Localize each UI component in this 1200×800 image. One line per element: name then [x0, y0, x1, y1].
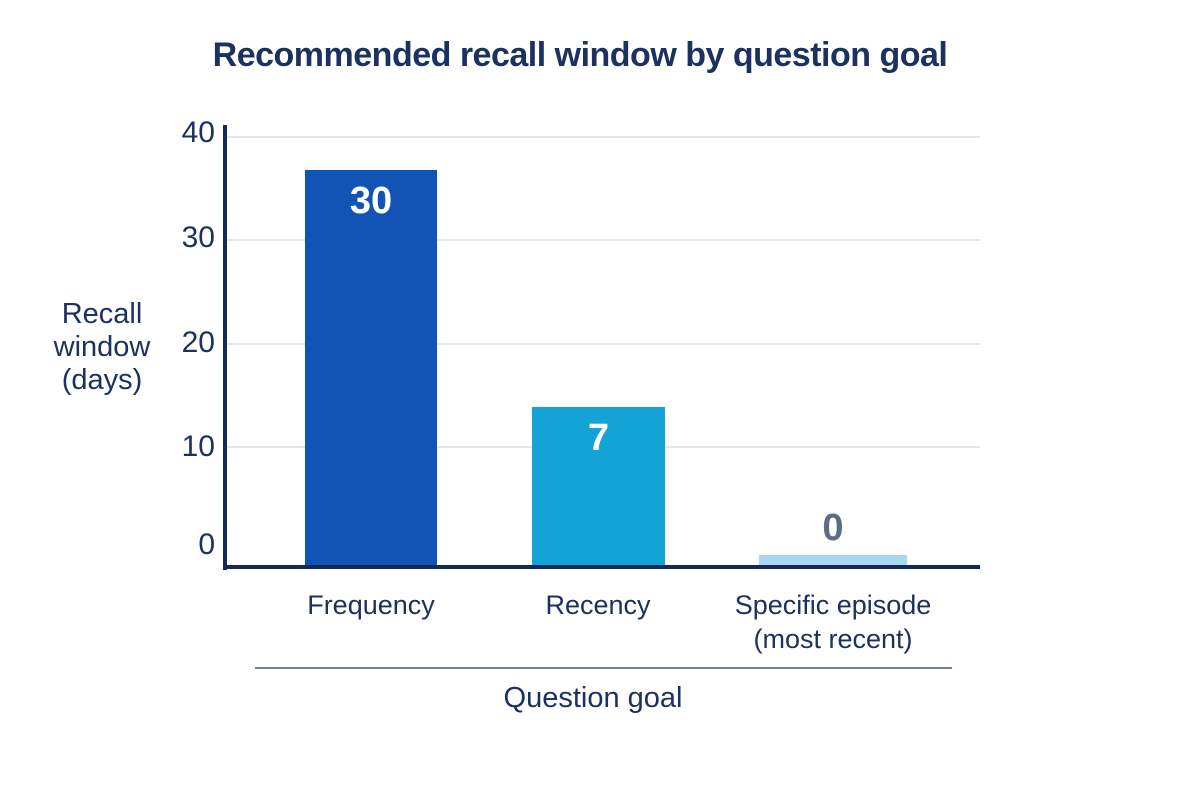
- y-axis-line: [223, 125, 227, 570]
- x-axis-separator-line: [255, 667, 952, 669]
- bar-value-label-recency: 7: [587, 417, 610, 459]
- y-tick-label-0: 0: [198, 528, 215, 561]
- bar-value-label-specific-episode: 0: [822, 507, 844, 549]
- x-category-label-specific-episode-text: Specific episode: [734, 590, 932, 620]
- x-category-label-frequency: Frequency: [261, 588, 481, 622]
- y-tick-label-20: 20: [181, 326, 215, 359]
- bar-frequency: 30: [305, 170, 437, 566]
- y-tick-label-10: 10: [181, 430, 215, 463]
- x-category-label-frequency-text: Frequency: [307, 590, 435, 620]
- x-axis-line: [223, 565, 980, 569]
- plot-area: 30 7 0: [223, 125, 980, 570]
- x-category-label-specific-episode: Specific episode (most recent): [713, 588, 953, 656]
- gridline-30: [227, 239, 980, 241]
- bar-recency: 7: [532, 407, 665, 566]
- y-tick-label-40: 40: [181, 116, 215, 149]
- y-tick-label-30: 30: [181, 221, 215, 254]
- chart-title: Recommended recall window by question go…: [212, 36, 948, 74]
- x-axis-title: Question goal: [503, 682, 683, 714]
- gridline-40: [227, 136, 980, 138]
- y-axis-title: Recall window (days): [53, 298, 151, 396]
- gridline-20: [227, 343, 980, 345]
- bar-value-label-frequency: 30: [349, 180, 393, 222]
- x-category-label-recency-text: Recency: [545, 590, 651, 620]
- bar-specific-episode: 0: [759, 507, 907, 566]
- x-category-label-specific-episode-subtext: (most recent): [753, 624, 913, 654]
- x-category-label-recency: Recency: [488, 588, 708, 622]
